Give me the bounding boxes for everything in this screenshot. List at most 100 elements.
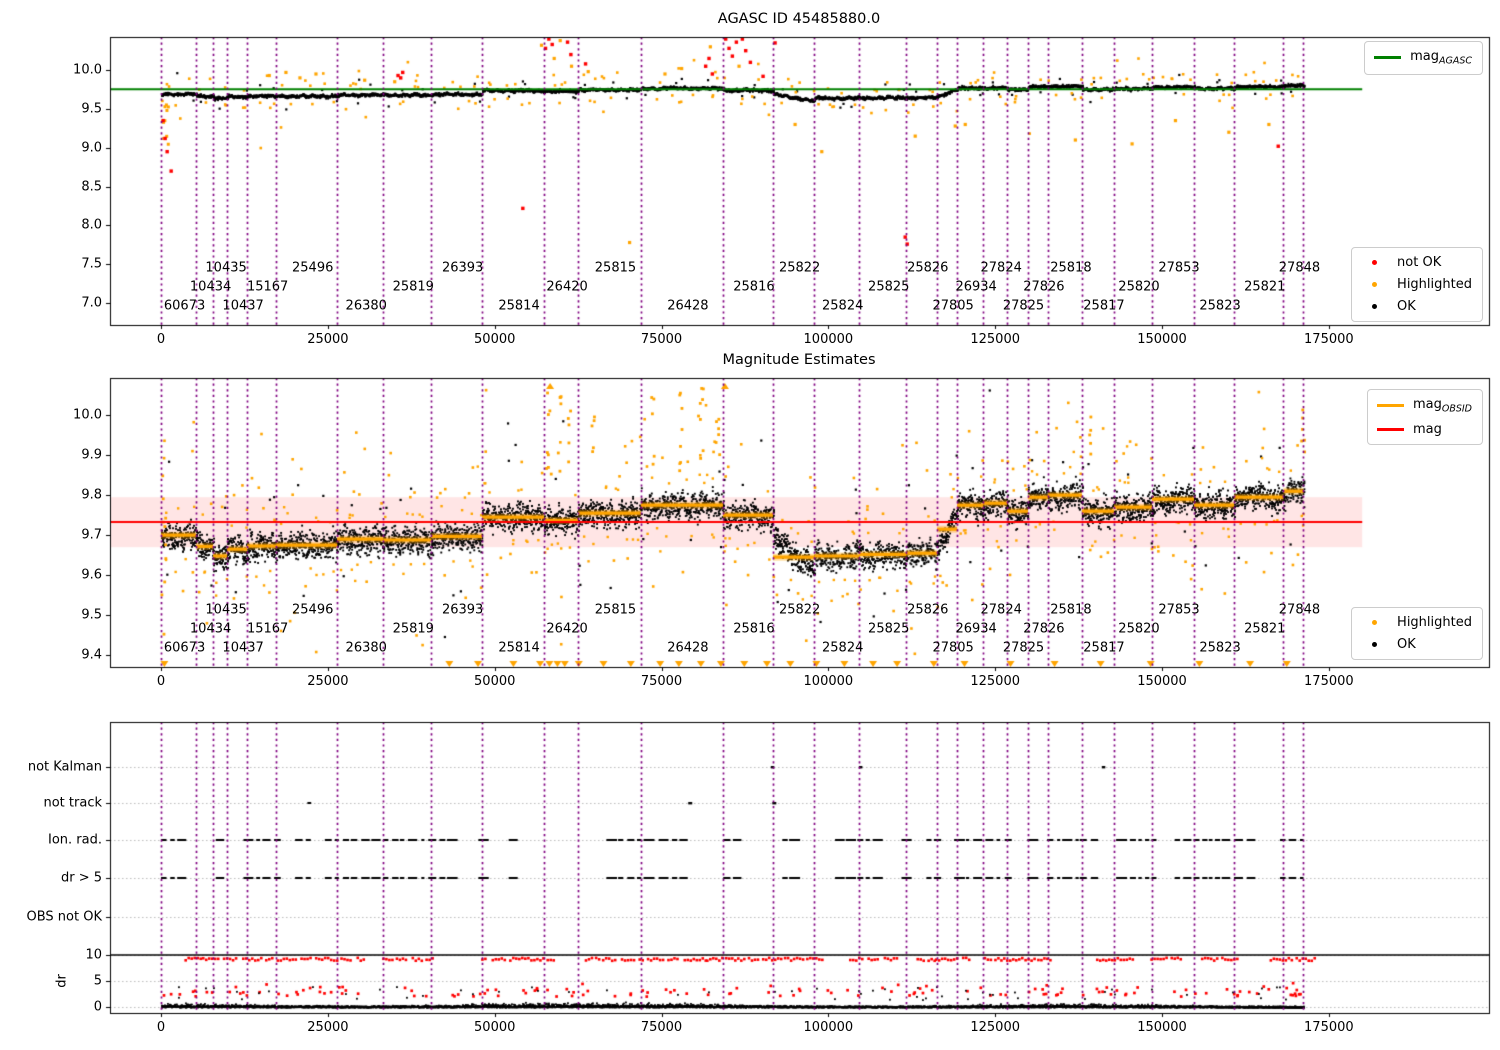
obsid-label: 25817 bbox=[1083, 640, 1125, 656]
obsid-label: 25822 bbox=[778, 260, 821, 276]
xtick-label: 25000 bbox=[307, 674, 349, 689]
legend-label: Highlighted bbox=[1397, 277, 1472, 292]
xtick-label: 125000 bbox=[970, 1020, 1021, 1035]
obsid-label: 15167 bbox=[246, 279, 289, 295]
legend-top-points-entry: not OK bbox=[1361, 255, 1472, 270]
obsid-label: 25825 bbox=[868, 621, 910, 637]
flag-row-label: dr > 5 bbox=[60, 870, 102, 886]
obsid-label: 10435 bbox=[205, 260, 247, 276]
obsid-label: 27848 bbox=[1278, 602, 1321, 618]
legend-label: not OK bbox=[1397, 255, 1442, 270]
obsid-label: 60673 bbox=[163, 640, 206, 656]
legend-dot-marker bbox=[1372, 260, 1378, 265]
obsid-label: 25823 bbox=[1199, 640, 1241, 656]
xtick-label: 175000 bbox=[1304, 1020, 1354, 1035]
obsid-label: 27848 bbox=[1278, 260, 1321, 276]
legend-mag-obsid-entry: magOBSID bbox=[1376, 397, 1472, 415]
legend-mid-points: Highlighted OK bbox=[1351, 607, 1483, 660]
obsid-label: 25818 bbox=[1050, 260, 1092, 276]
obsid-label: 25824 bbox=[822, 298, 864, 314]
xtick-label: 175000 bbox=[1304, 674, 1354, 689]
legend-line-marker bbox=[1374, 56, 1402, 60]
xtick-label: 75000 bbox=[640, 332, 683, 347]
obsid-label: 26380 bbox=[345, 298, 387, 314]
obsid-label: 27805 bbox=[932, 298, 974, 314]
legend-label: mag bbox=[1412, 421, 1442, 437]
xtick-label: 50000 bbox=[474, 332, 516, 347]
obsid-label: 25818 bbox=[1050, 602, 1092, 618]
top-ytick-label: 9.5 bbox=[81, 101, 102, 117]
top-ytick-label: 8.5 bbox=[81, 179, 102, 194]
obsid-label: 27825 bbox=[1002, 640, 1045, 656]
xtick-label: 75000 bbox=[640, 674, 683, 689]
mid-ytick-label: 10.0 bbox=[73, 407, 102, 423]
xtick-label: 125000 bbox=[970, 332, 1021, 347]
obsid-label: 27826 bbox=[1023, 279, 1065, 295]
xtick-label: 0 bbox=[156, 332, 166, 347]
obsid-label: 25815 bbox=[594, 260, 637, 276]
mid-ytick-label: 9.6 bbox=[81, 567, 102, 583]
top-ytick-label: 7.5 bbox=[81, 256, 102, 272]
obsid-label: 25821 bbox=[1244, 279, 1286, 295]
obsid-label: 27826 bbox=[1023, 621, 1065, 637]
legend-line-marker bbox=[1376, 427, 1404, 431]
flag-row-label: not track bbox=[43, 795, 102, 811]
legend-top-points: not OK Highlighted OK bbox=[1351, 247, 1483, 322]
legend-mag-agasc-entry: magAGASC bbox=[1374, 49, 1472, 67]
legend-label: Highlighted bbox=[1397, 615, 1472, 630]
legend-top-points-entry: OK bbox=[1361, 299, 1472, 314]
xtick-label: 150000 bbox=[1137, 332, 1187, 347]
legend-dot-marker bbox=[1372, 304, 1378, 309]
dr-tick-label: 10 bbox=[85, 947, 102, 963]
mid-ytick-label: 9.8 bbox=[81, 487, 102, 503]
obsid-label: 15167 bbox=[246, 621, 289, 637]
obsid-label: 26420 bbox=[546, 621, 588, 637]
legend-label: OK bbox=[1397, 637, 1416, 652]
legend-mag-obsid: magOBSID mag bbox=[1366, 389, 1483, 445]
top-ytick-label: 9.0 bbox=[81, 140, 102, 156]
top-ytick-label: 10.0 bbox=[73, 62, 102, 78]
flag-row-label: Ion. rad. bbox=[48, 832, 102, 848]
xtick-label: 0 bbox=[156, 674, 166, 689]
legend-label: magOBSID bbox=[1412, 397, 1472, 415]
obsid-label: 26934 bbox=[955, 621, 997, 637]
mid-ytick-label: 9.7 bbox=[81, 527, 102, 543]
xtick-label: 150000 bbox=[1137, 1020, 1187, 1035]
obsid-label: 26934 bbox=[955, 279, 997, 295]
obsid-label: 25816 bbox=[733, 279, 775, 295]
flag-row-label: not Kalman bbox=[27, 759, 102, 775]
obsid-label: 25496 bbox=[292, 602, 334, 618]
obsid-label: 26393 bbox=[441, 602, 484, 618]
obsid-label: 25826 bbox=[907, 602, 949, 618]
obsid-label: 25822 bbox=[778, 602, 821, 618]
obsid-label: 26428 bbox=[667, 640, 709, 656]
mid-ytick-label: 9.4 bbox=[81, 647, 102, 663]
legend-mag-agasc: magAGASC bbox=[1364, 41, 1483, 75]
obsid-label: 25821 bbox=[1244, 621, 1286, 637]
dr-axis-label: dr bbox=[54, 974, 70, 988]
obsid-label: 27805 bbox=[932, 640, 974, 656]
mid-ytick-label: 9.5 bbox=[81, 607, 102, 623]
flag-row-label: OBS not OK bbox=[26, 909, 103, 925]
legend-line-marker bbox=[1376, 404, 1404, 408]
obsid-label: 25824 bbox=[822, 640, 864, 656]
obsid-label: 25816 bbox=[733, 621, 775, 637]
dr-tick-label: 0 bbox=[93, 999, 102, 1015]
obsid-label: 25820 bbox=[1118, 279, 1160, 295]
xtick-label: 0 bbox=[156, 1020, 166, 1035]
xtick-label: 25000 bbox=[307, 1020, 349, 1035]
obsid-label: 10437 bbox=[222, 640, 264, 656]
obsid-label: 27825 bbox=[1002, 298, 1045, 314]
legend-dot-marker bbox=[1372, 620, 1378, 625]
top-ytick-label: 7.0 bbox=[81, 295, 102, 311]
legend-dot-marker bbox=[1372, 282, 1378, 287]
legend-label: magAGASC bbox=[1410, 49, 1472, 67]
obsid-label: 25820 bbox=[1118, 621, 1160, 637]
obsid-label: 27853 bbox=[1158, 602, 1200, 618]
xtick-label: 75000 bbox=[640, 1020, 683, 1035]
mid-ytick-label: 9.9 bbox=[81, 447, 102, 463]
legend-dot-marker bbox=[1372, 642, 1378, 647]
xtick-label: 125000 bbox=[970, 674, 1021, 689]
obsid-label: 25825 bbox=[868, 279, 910, 295]
xtick-label: 100000 bbox=[803, 674, 854, 689]
